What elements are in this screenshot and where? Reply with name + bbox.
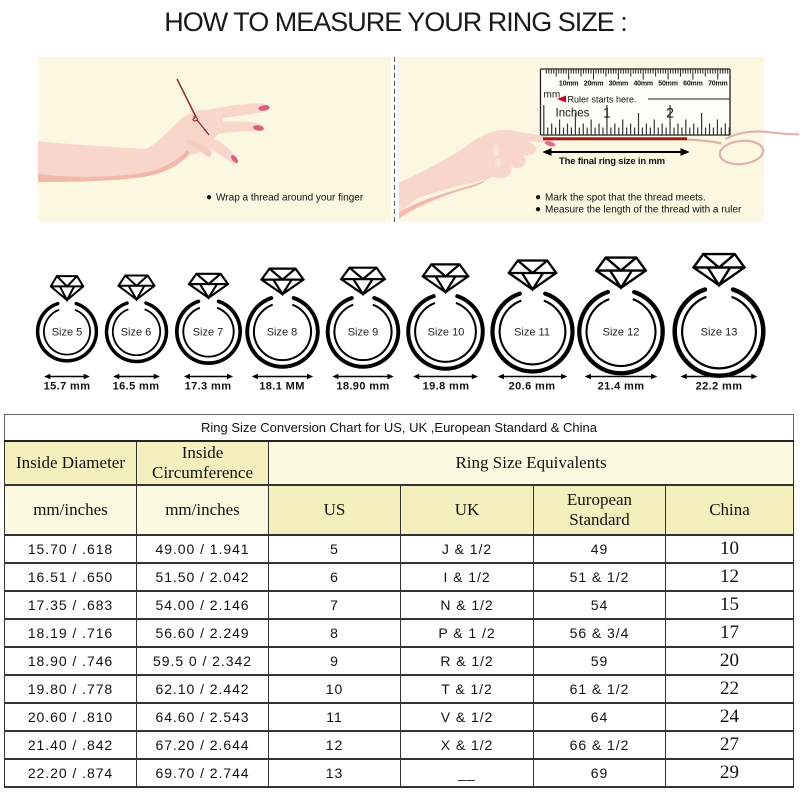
svg-text:Size 7: Size 7 — [193, 327, 224, 339]
svg-text:15.7 mm: 15.7 mm — [44, 381, 91, 393]
svg-text:Size 10: Size 10 — [428, 327, 465, 339]
svg-text:Size 12: Size 12 — [603, 327, 640, 339]
svg-text:19.8 mm: 19.8 mm — [423, 381, 470, 393]
svg-text:20mm: 20mm — [584, 81, 603, 88]
svg-text:22.2 mm: 22.2 mm — [696, 381, 743, 393]
svg-text:10mm: 10mm — [559, 81, 578, 88]
svg-text:Ruler starts here.: Ruler starts here. — [568, 95, 637, 105]
svg-text:Size 9: Size 9 — [348, 327, 379, 339]
svg-text:Size 6: Size 6 — [121, 327, 152, 339]
svg-text:30mm: 30mm — [609, 81, 628, 88]
svg-text:mm: mm — [544, 90, 561, 101]
svg-text:Size 13: Size 13 — [701, 327, 738, 339]
svg-text:Size 8: Size 8 — [267, 327, 298, 339]
svg-text:20.6 mm: 20.6 mm — [509, 381, 556, 393]
svg-text:60mm: 60mm — [683, 81, 702, 88]
svg-text:70mm: 70mm — [708, 81, 727, 88]
svg-text:40mm: 40mm — [633, 81, 652, 88]
svg-text:Size 5: Size 5 — [52, 327, 83, 339]
svg-text:50mm: 50mm — [658, 81, 677, 88]
svg-text:2: 2 — [666, 105, 674, 121]
svg-text:Size 11: Size 11 — [514, 327, 550, 339]
svg-text:18.90 mm: 18.90 mm — [336, 381, 389, 393]
svg-text:21.4 mm: 21.4 mm — [598, 381, 645, 393]
svg-text:16.5 mm: 16.5 mm — [113, 381, 160, 393]
svg-text:17.3 mm: 17.3 mm — [185, 381, 232, 393]
svg-text:18.1 MM: 18.1 MM — [259, 381, 305, 393]
svg-text:Inches: Inches — [556, 108, 590, 120]
svg-text:1: 1 — [603, 105, 611, 121]
